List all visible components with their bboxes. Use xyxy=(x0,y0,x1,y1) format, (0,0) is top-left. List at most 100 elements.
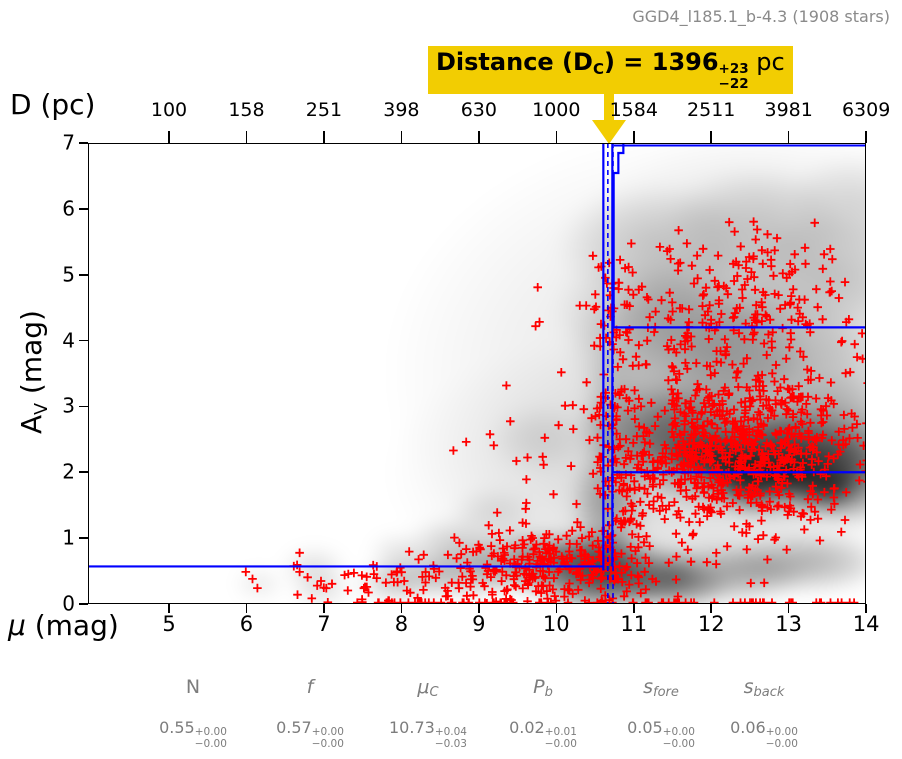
y-axis-symbol: A xyxy=(15,414,48,435)
top-tick-label: 3981 xyxy=(764,99,813,121)
annotation-equals: ) = xyxy=(603,48,652,76)
x-tick xyxy=(710,604,712,613)
annotation-err-minus: −22 xyxy=(718,75,749,92)
y-tick-label: 0 xyxy=(62,591,75,616)
x-tick-label: 13 xyxy=(775,612,803,636)
x-tick-label: 12 xyxy=(697,612,725,636)
x-tick xyxy=(865,604,867,613)
top-tick-label: 6309 xyxy=(841,99,891,121)
scatter-and-model-svg xyxy=(88,143,866,604)
density-blob xyxy=(282,548,346,588)
distance-arrow-icon xyxy=(592,120,626,144)
y-tick xyxy=(79,208,88,210)
annotation-errors: +23 −22 xyxy=(719,62,749,91)
x-tick-label: 5 xyxy=(162,612,176,636)
plot-area xyxy=(88,143,866,604)
y-tick-label: 2 xyxy=(62,459,75,484)
stat-label: μC xyxy=(417,676,439,700)
y-tick-label: 1 xyxy=(62,525,75,550)
x-tick-label: 7 xyxy=(317,612,331,636)
x-tick xyxy=(787,604,790,613)
distance-annotation: Distance (DC) = 1396 +23 −22 pc xyxy=(428,46,793,95)
density-blob xyxy=(388,143,866,604)
stat-label: Pb xyxy=(533,676,553,700)
stat-label: f xyxy=(306,676,314,698)
y-tick xyxy=(79,537,88,539)
x-axis-title-rest: (mag) xyxy=(25,609,119,642)
model-back-line-2 xyxy=(611,143,866,567)
top-tick xyxy=(632,131,635,143)
stat-value: 0.05 +0.00 −0.00 xyxy=(627,718,695,750)
density-blob xyxy=(235,570,283,598)
top-tick xyxy=(710,131,712,143)
top-axis-title-text: D (pc) xyxy=(10,88,96,121)
y-tick xyxy=(79,273,88,276)
top-tick xyxy=(323,131,325,143)
top-tick xyxy=(865,131,867,143)
y-tick-label: 7 xyxy=(62,130,75,155)
top-tick xyxy=(478,131,480,143)
x-tick xyxy=(632,604,635,613)
y-axis-subscript: V xyxy=(32,402,53,415)
y-tick-label: 5 xyxy=(62,262,75,287)
x-tick xyxy=(555,604,558,613)
x-tick xyxy=(478,604,480,613)
stat-value: 0.55 +0.00 −0.00 xyxy=(159,718,227,750)
y-axis-title: AV (mag) xyxy=(15,252,55,492)
density-blob xyxy=(369,534,429,570)
density-blob xyxy=(648,543,808,603)
y-tick xyxy=(79,142,88,144)
x-tick xyxy=(323,604,325,613)
density-blob xyxy=(556,184,756,304)
x-tick xyxy=(245,604,248,613)
stat-value: 0.57 +0.00 −0.00 xyxy=(276,718,344,750)
top-tick-label: 1000 xyxy=(532,99,581,121)
stat-value: 0.02 +0.01 −0.00 xyxy=(509,718,577,750)
stat-label: N xyxy=(185,676,201,698)
y-tick xyxy=(79,471,88,474)
y-tick-label: 3 xyxy=(62,393,75,418)
figure-title: GGD4_l185.1_b-4.3 (1908 stars) xyxy=(632,7,890,26)
top-tick-label: 2511 xyxy=(687,99,736,121)
top-tick xyxy=(400,131,403,143)
model-muc-dashed-lines xyxy=(607,143,614,604)
annotation-err-plus: +23 xyxy=(718,61,749,77)
annotation-value: 1396 xyxy=(651,48,719,76)
top-tick xyxy=(245,131,248,143)
x-axis-title: μ (mag) xyxy=(8,609,119,642)
y-tick-label: 4 xyxy=(62,328,75,353)
x-tick-label: 11 xyxy=(620,612,648,636)
top-tick xyxy=(555,131,558,143)
distance-arrow-shaft xyxy=(604,81,614,123)
top-tick xyxy=(168,131,170,143)
y-axis-title-rest: (mag) xyxy=(15,310,48,403)
y-tick xyxy=(79,603,88,605)
x-tick xyxy=(168,604,170,613)
y-tick-label: 6 xyxy=(62,196,75,221)
top-tick-label: 158 xyxy=(228,99,265,121)
top-tick-label: 100 xyxy=(150,99,188,121)
scatter-points xyxy=(241,217,866,604)
annotation-unit-text: pc xyxy=(756,48,785,76)
x-tick-label: 14 xyxy=(852,612,880,636)
y-tick xyxy=(79,339,88,342)
annotation-text: Distance (D xyxy=(436,48,593,76)
stat-value: 0.06 +0.00 −0.00 xyxy=(730,718,798,750)
top-tick-label: 251 xyxy=(305,99,343,121)
stat-label: sback xyxy=(743,676,785,700)
x-tick-label: 6 xyxy=(239,612,254,636)
x-axis-symbol: μ xyxy=(8,609,26,642)
density-blob xyxy=(370,553,460,601)
stat-label: sfore xyxy=(643,676,679,700)
x-tick-label: 10 xyxy=(542,612,570,636)
x-tick-label: 8 xyxy=(394,612,409,636)
top-tick xyxy=(787,131,790,143)
x-tick-label: 9 xyxy=(472,612,486,636)
x-tick xyxy=(400,604,403,613)
annotation-subscript-c: C xyxy=(592,60,604,78)
top-tick-label: 1584 xyxy=(609,99,658,121)
top-axis-title: D (pc) xyxy=(10,88,95,121)
top-tick-label: 398 xyxy=(383,99,420,121)
density-blob xyxy=(406,519,502,571)
